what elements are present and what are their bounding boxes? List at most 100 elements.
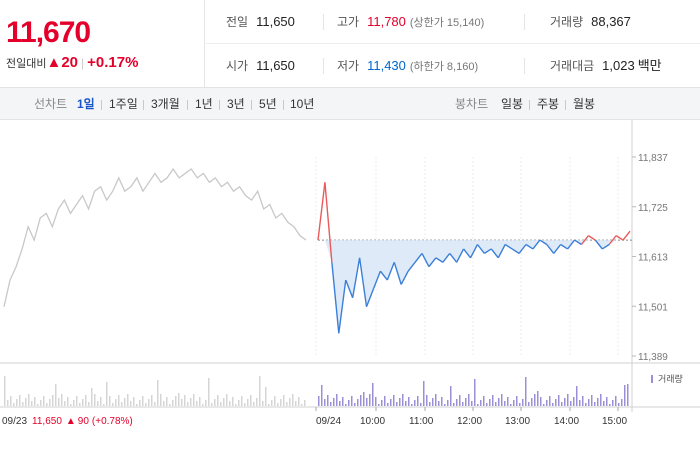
volume-bar bbox=[405, 401, 407, 406]
today-line-segment bbox=[615, 235, 624, 241]
volume-bar bbox=[435, 394, 437, 406]
volume-bar bbox=[534, 394, 536, 406]
volume-bar bbox=[55, 384, 57, 406]
candle-tab-daily[interactable]: 일봉 bbox=[501, 97, 524, 111]
volume-bar bbox=[441, 397, 443, 406]
volume-bar bbox=[61, 394, 63, 406]
volume-bar bbox=[211, 403, 213, 406]
volume-bar bbox=[40, 400, 42, 406]
volume-bar bbox=[546, 400, 548, 406]
x-tick-label: 09/24 bbox=[316, 416, 341, 427]
today-line-segment bbox=[594, 239, 603, 250]
volume-bar bbox=[444, 404, 446, 406]
today-line-segment bbox=[553, 244, 562, 254]
period-tab-3m[interactable]: 3개월 bbox=[151, 97, 180, 111]
y-tick-label: 11,501 bbox=[638, 302, 668, 313]
volume-bar bbox=[579, 400, 581, 406]
period-tab-5y[interactable]: 5년 bbox=[259, 97, 277, 111]
volume-bar bbox=[169, 404, 171, 406]
volume-bar bbox=[262, 401, 264, 406]
volume-bar bbox=[289, 398, 291, 406]
volume-bar bbox=[537, 391, 539, 406]
volume-bar bbox=[597, 398, 599, 406]
volume-bar bbox=[157, 380, 159, 406]
volume-bar bbox=[420, 403, 422, 406]
today-line-segment bbox=[386, 262, 395, 281]
volume-bar bbox=[52, 395, 54, 406]
volume-bar bbox=[612, 400, 614, 406]
candle-tab-weekly[interactable]: 주봉 bbox=[537, 97, 560, 111]
volume-bar bbox=[226, 394, 228, 406]
volume-bar bbox=[265, 387, 267, 406]
volume-bar bbox=[196, 401, 198, 406]
today-line-segment bbox=[365, 288, 375, 307]
volume-bar bbox=[136, 404, 138, 406]
volume-bar bbox=[624, 385, 626, 406]
volume-bar bbox=[372, 383, 374, 406]
stat-open: 시가 11,650 bbox=[226, 58, 295, 73]
volume-bar bbox=[414, 400, 416, 406]
volume-bar bbox=[498, 398, 500, 406]
volume-bar bbox=[399, 398, 401, 406]
prev-day-date: 09/23 bbox=[2, 416, 27, 427]
volume-bar bbox=[175, 396, 177, 406]
period-tab-3y[interactable]: 3년 bbox=[227, 97, 245, 111]
period-tab-1y[interactable]: 1년 bbox=[195, 97, 213, 111]
today-line-segment bbox=[497, 244, 506, 259]
price-header: 11,670 전일대비▲20 | +0.17% 전일 11,650 고가 11,780(… bbox=[0, 0, 700, 88]
period-tab-1d[interactable]: 1일 bbox=[77, 97, 95, 111]
today-line-segment bbox=[469, 244, 479, 259]
volume-bar bbox=[121, 402, 123, 406]
volume-bar bbox=[142, 396, 144, 406]
volume-bar bbox=[417, 396, 419, 406]
prev-day-change-pct: (+0.78%) bbox=[92, 416, 133, 427]
volume-bar bbox=[360, 395, 362, 406]
candle-tab-monthly[interactable]: 월봉 bbox=[573, 97, 596, 111]
period-tab-1w[interactable]: 1주일 bbox=[109, 97, 138, 111]
today-line-segment bbox=[442, 252, 451, 263]
volume-bar bbox=[70, 404, 72, 406]
volume-bar bbox=[459, 395, 461, 406]
volume-bar bbox=[241, 396, 243, 406]
volume-bar bbox=[576, 386, 578, 406]
volume-bar bbox=[519, 403, 521, 406]
volume-bar bbox=[127, 394, 129, 406]
chart-grid bbox=[0, 120, 700, 412]
volume-bar bbox=[588, 399, 590, 406]
volume-bar bbox=[271, 400, 273, 406]
volume-bar bbox=[324, 399, 326, 406]
volume-bar bbox=[295, 401, 297, 406]
volume-bar bbox=[318, 396, 320, 406]
prev-day-price: 11,650 bbox=[32, 416, 62, 427]
volume-bar bbox=[615, 396, 617, 406]
volume-bar bbox=[148, 399, 150, 406]
price-stats: 전일 11,650 고가 11,780 (상한가 15,140) 거래량 88,367 시… bbox=[206, 0, 700, 88]
volume-bar bbox=[363, 392, 365, 406]
volume-bar bbox=[133, 397, 135, 406]
volume-bar bbox=[139, 400, 141, 406]
today-line-segment bbox=[484, 248, 492, 254]
volume-bar bbox=[190, 398, 192, 406]
today-line-segment bbox=[338, 279, 347, 334]
volume-bar bbox=[97, 401, 99, 406]
volume-bar bbox=[321, 385, 323, 406]
period-tab-10y[interactable]: 10년 bbox=[290, 97, 315, 111]
volume-bar bbox=[330, 402, 332, 406]
y-tick-label: 11,613 bbox=[638, 253, 668, 264]
volume-bar bbox=[411, 404, 413, 406]
volume-bar bbox=[480, 400, 482, 406]
y-tick-label: 11,837 bbox=[638, 153, 668, 164]
volume-bar bbox=[163, 401, 165, 406]
change-label: 전일대비 bbox=[6, 58, 47, 70]
volume-bar bbox=[381, 400, 383, 406]
volume-bar bbox=[208, 378, 210, 406]
volume-bar bbox=[447, 400, 449, 406]
volume-bar bbox=[603, 401, 605, 406]
volume-bar bbox=[513, 400, 515, 406]
volume-bar bbox=[489, 399, 491, 406]
volume-bar bbox=[10, 396, 12, 406]
volume-bar bbox=[606, 397, 608, 406]
volume-bar bbox=[106, 382, 108, 406]
